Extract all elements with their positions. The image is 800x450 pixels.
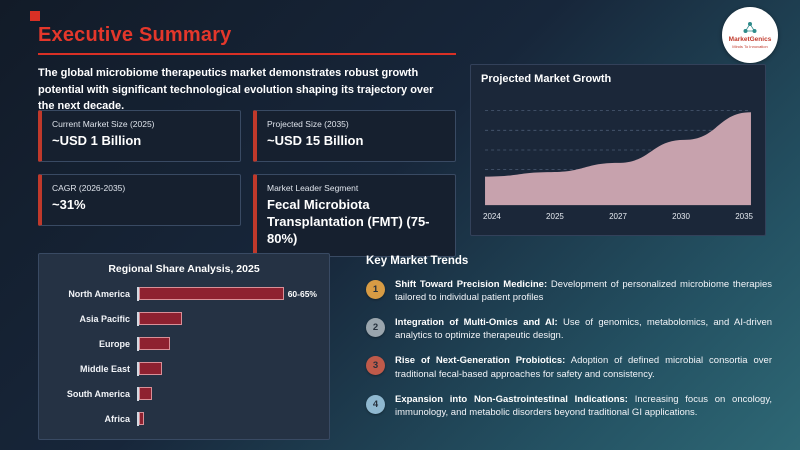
bar-track [137, 386, 317, 401]
bar-track [137, 336, 317, 351]
bar-row: North America 60-65% [51, 285, 317, 302]
trend-item: 3 Rise of Next-Generation Probiotics: Ad… [366, 354, 772, 380]
bar [139, 312, 183, 325]
bar-row: Europe [51, 335, 317, 352]
bar-track: 60-65% [137, 286, 317, 301]
stat-card-current-size: Current Market Size (2025) ~USD 1 Billio… [38, 110, 241, 162]
bar [139, 337, 170, 350]
bar-category-label: Africa [104, 413, 130, 424]
regional-chart-title: Regional Share Analysis, 2025 [108, 263, 260, 275]
x-tick-label: 2027 [609, 212, 627, 221]
projected-growth-panel: Projected Market Growth 2024 2025 2027 2030… [470, 64, 766, 236]
stat-value: ~31% [52, 197, 86, 212]
x-tick-label: 2035 [735, 212, 753, 221]
bar-track [137, 311, 317, 326]
trend-item: 4 Expansion into Non-Gastrointestinal In… [366, 393, 772, 419]
bar-chart: North America 60-65% Asia Pacific Europe Mid… [51, 285, 317, 427]
trend-item: 2 Integration of Multi-Omics and AI: Use… [366, 316, 772, 342]
trend-item: 1 Shift Toward Precision Medicine: Devel… [366, 278, 772, 304]
growth-chart-title: Projected Market Growth [481, 73, 612, 85]
stat-label: Market Leader Segment [267, 183, 359, 193]
bar [139, 287, 284, 300]
bar [139, 387, 152, 400]
x-tick-label: 2025 [546, 212, 564, 221]
bar-category-label: Middle East [79, 363, 130, 374]
slide-accent-square [30, 11, 40, 21]
stat-card-cagr: CAGR (2026-2035) ~31% [38, 174, 241, 226]
company-logo: MarketGenics Minds To Innovation [722, 7, 778, 63]
trend-number-badge: 2 [366, 318, 385, 338]
stat-card-leader-segment: Market Leader Segment Fecal Microbiota T… [253, 174, 456, 257]
bar-track [137, 411, 317, 426]
stat-cards: Current Market Size (2025) ~USD 1 Billio… [38, 110, 456, 257]
trend-number-badge: 1 [366, 280, 385, 299]
bar-value-label: 60-65% [287, 288, 317, 299]
trend-number-badge: 4 [366, 394, 385, 414]
stat-card-projected-size: Projected Size (2035) ~USD 15 Billion [253, 110, 456, 162]
page-title: Executive Summary [38, 24, 232, 46]
intro-paragraph: The global microbiome therapeutics marke… [38, 67, 434, 112]
stat-value: Fecal Microbiota Transplantation (FMT) (… [267, 197, 430, 246]
bar-row: Middle East [51, 360, 317, 377]
x-tick-label: 2030 [672, 212, 690, 221]
logo-name: MarketGenics [728, 36, 772, 44]
bar-category-label: South America [66, 388, 130, 399]
bar-row: South America [51, 385, 317, 402]
regional-share-panel: Regional Share Analysis, 2025 North Amer… [38, 253, 330, 440]
trend-text: Shift Toward Precision Medicine: Develop… [395, 279, 773, 304]
growth-x-axis: 2024 2025 2027 2030 2035 [481, 212, 755, 221]
bar [139, 412, 145, 425]
title-underline [38, 53, 456, 55]
stat-value: ~USD 1 Billion [52, 133, 142, 148]
trend-text: Rise of Next-Generation Probiotics: Adop… [395, 355, 772, 380]
bar-category-label: Europe [98, 338, 130, 349]
bar-row: Africa [51, 410, 317, 427]
stat-label: Projected Size (2035) [267, 119, 349, 129]
trend-text: Integration of Multi-Omics and AI: Use o… [395, 317, 773, 342]
key-market-trends: Key Market Trends 1 Shift Toward Precisi… [366, 255, 772, 431]
bar [139, 362, 162, 375]
bar-row: Asia Pacific [51, 310, 317, 327]
bar-category-label: Asia Pacific [79, 313, 130, 324]
stat-label: Current Market Size (2025) [52, 119, 155, 129]
x-tick-label: 2024 [483, 212, 501, 221]
molecule-icon [743, 22, 757, 34]
bar-track [137, 361, 317, 376]
stat-label: CAGR (2026-2035) [52, 183, 126, 193]
trends-title: Key Market Trends [366, 255, 469, 267]
bar-category-label: North America [68, 288, 130, 299]
stat-value: ~USD 15 Billion [267, 133, 364, 148]
trend-text: Expansion into Non-Gastrointestinal Indi… [395, 393, 773, 418]
area-series [485, 112, 751, 206]
logo-tagline: Minds To Innovation [732, 43, 768, 49]
area-chart [485, 110, 751, 206]
trend-number-badge: 3 [366, 356, 385, 376]
